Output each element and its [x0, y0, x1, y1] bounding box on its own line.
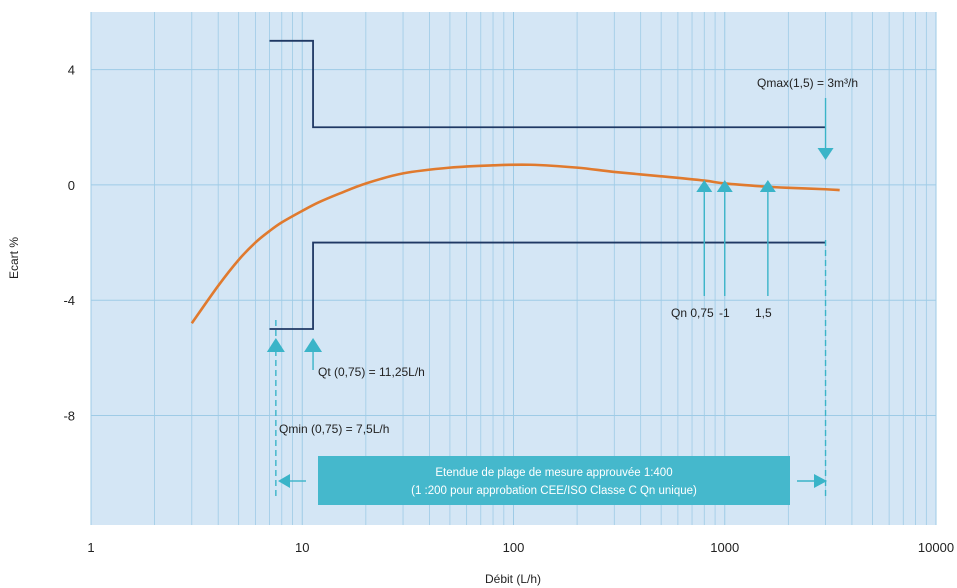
qmax-arrow-head	[817, 148, 834, 160]
tick-labels: 1 10 100 1000 10000 4 0 -4 -8	[63, 63, 954, 555]
y-tick-label: 0	[68, 178, 75, 193]
qn-1-arrow-head	[716, 180, 733, 192]
qn-075-label: Qn 0,75	[671, 306, 714, 320]
limit-lines	[269, 39, 826, 330]
x-tick-label: 10	[295, 540, 309, 555]
range-band-line2: (1 :200 pour approbation CEE/ISO Classe …	[411, 485, 697, 497]
qmin-arrow-head	[266, 338, 285, 352]
x-tick-label: 100	[503, 540, 525, 555]
qt-arrow-head	[304, 338, 323, 352]
y-axis-title: Ecart %	[7, 237, 21, 279]
y-tick-label: -4	[63, 293, 75, 308]
x-tick-label: 1	[87, 540, 94, 555]
y-tick-label: -8	[63, 408, 75, 423]
grid	[90, 12, 937, 525]
y-tick-label: 4	[68, 63, 75, 78]
arrows	[266, 98, 834, 500]
qmin-label: Qmin (0,75) = 7,5L/h	[279, 422, 389, 436]
range-band-line1: Etendue de plage de mesure approuvée 1:4…	[435, 467, 672, 479]
upper-limit-line	[269, 39, 826, 129]
qt-label: Qt (0,75) = 11,25L/h	[318, 365, 425, 379]
x-tick-label: 1000	[710, 540, 739, 555]
qmax-label: Qmax(1,5) = 3m³/h	[757, 76, 858, 90]
band-right-arrow-head	[814, 474, 827, 488]
lower-limit-line	[269, 241, 826, 330]
range-band	[318, 456, 790, 505]
curve	[190, 163, 840, 325]
qn-075-arrow-head	[696, 180, 713, 192]
qn-1-label: -1	[719, 306, 730, 320]
x-tick-label: 10000	[918, 540, 954, 555]
qn-15-arrow-head	[759, 180, 776, 192]
qn-15-label: 1,5	[755, 306, 772, 320]
x-axis-title: Débit (L/h)	[485, 572, 541, 586]
band-left-arrow-head	[278, 474, 290, 488]
